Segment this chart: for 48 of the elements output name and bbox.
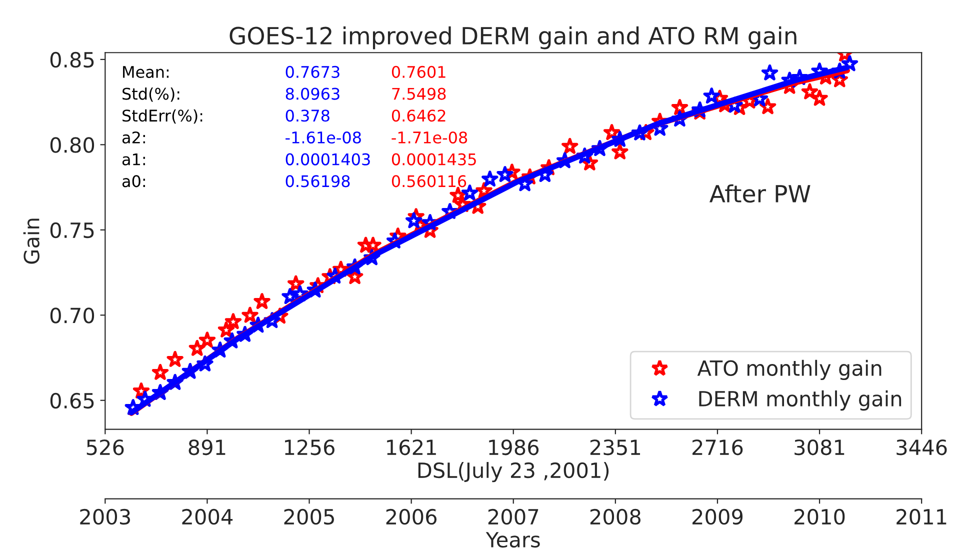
annotation: 0.378 <box>286 110 330 122</box>
x2-tick-label: 2003 <box>80 508 130 525</box>
x-tick-label: 891 <box>188 439 226 456</box>
annotation: 0.7601 <box>392 66 446 78</box>
x-tick-label: 1256 <box>285 439 334 456</box>
chart-title: GOES-12 improved DERM gain and ATO RM gain <box>230 26 796 50</box>
y-tick-label: 0.70 <box>50 308 94 324</box>
legend-label: ATO monthly gain <box>697 360 882 380</box>
x-tick-label: 1986 <box>489 439 539 456</box>
annotation: a0: <box>122 175 145 188</box>
x2-tick-label: 2007 <box>488 508 538 525</box>
annotation: After PW <box>710 184 810 203</box>
x2-tick-label: 2006 <box>386 508 437 525</box>
y-axis-title: Gain <box>23 218 40 264</box>
annotation: -1.71e-08 <box>392 131 468 144</box>
x-tick-label: 2716 <box>692 439 743 456</box>
x2-tick-label: 2010 <box>794 508 845 525</box>
annotation: 8.0963 <box>286 88 340 100</box>
x2-tick-label: 2008 <box>590 508 641 525</box>
annotation: 0.0001403 <box>286 153 370 166</box>
annotation: a2: <box>122 131 145 144</box>
annotation: Std(%): <box>122 87 180 102</box>
annotation: StdErr(%): <box>122 109 202 124</box>
annotation: a1: <box>122 154 145 166</box>
legend-label: DERM monthly gain <box>699 390 902 411</box>
annotation: 0.0001435 <box>392 153 476 166</box>
x-tick-label: 2351 <box>590 439 640 456</box>
y-tick-label: 0.80 <box>50 137 94 153</box>
x-tick-label: 1621 <box>387 439 436 456</box>
annotation: Mean: <box>123 66 169 78</box>
x-axis-title: DSL(July 23 ,2001) <box>418 462 609 482</box>
x2-tick-label: 2004 <box>182 508 233 525</box>
x-tick-label: 3446 <box>896 439 947 456</box>
annotation: -1.61e-08 <box>286 131 361 144</box>
x-tick-label: 3081 <box>794 439 844 456</box>
x2-axis-title: Years <box>486 532 540 548</box>
annotation: 0.560116 <box>392 175 466 188</box>
x2-tick-label: 2011 <box>896 508 946 525</box>
x2-tick-label: 2005 <box>284 508 334 525</box>
x-tick-label: 526 <box>86 439 124 456</box>
annotation: 0.6462 <box>392 110 446 122</box>
annotation: 7.5498 <box>392 88 446 100</box>
y-tick-label: 0.75 <box>50 222 94 238</box>
annotation: 0.7673 <box>286 66 340 78</box>
annotation: 0.56198 <box>286 175 350 188</box>
x2-tick-label: 2009 <box>692 508 743 525</box>
y-tick-label: 0.85 <box>50 52 94 68</box>
y-tick-label: 0.65 <box>50 392 94 409</box>
